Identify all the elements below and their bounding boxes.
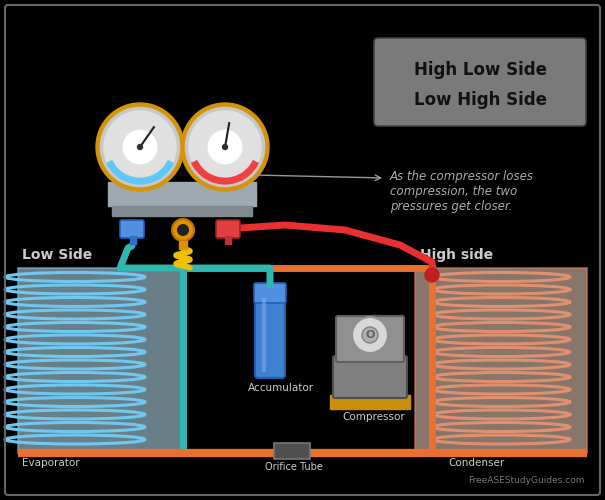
Text: Low High Side: Low High Side bbox=[413, 91, 546, 109]
Circle shape bbox=[189, 111, 261, 183]
Circle shape bbox=[172, 219, 194, 241]
Bar bbox=[274, 443, 310, 459]
Circle shape bbox=[96, 103, 184, 191]
Circle shape bbox=[137, 144, 143, 150]
Circle shape bbox=[181, 103, 269, 191]
Bar bbox=[18, 268, 183, 453]
Text: Compressor: Compressor bbox=[342, 412, 405, 422]
Text: Orifice Tube: Orifice Tube bbox=[265, 462, 323, 472]
Text: High side: High side bbox=[420, 248, 493, 262]
Bar bbox=[225, 236, 231, 244]
FancyBboxPatch shape bbox=[336, 316, 404, 362]
Text: Condenser: Condenser bbox=[448, 458, 504, 468]
Circle shape bbox=[208, 130, 242, 164]
Text: Low Side: Low Side bbox=[22, 248, 92, 262]
Bar bbox=[112, 206, 252, 216]
Text: FreeASEStudyGuides.com: FreeASEStudyGuides.com bbox=[468, 476, 585, 485]
Circle shape bbox=[425, 268, 439, 282]
Circle shape bbox=[123, 130, 157, 164]
Text: As the compressor loses
compression, the two
pressures get closer.: As the compressor loses compression, the… bbox=[390, 170, 534, 213]
Circle shape bbox=[362, 327, 378, 343]
FancyBboxPatch shape bbox=[216, 220, 240, 238]
FancyBboxPatch shape bbox=[254, 283, 286, 303]
Text: Evaporator: Evaporator bbox=[22, 458, 80, 468]
Text: High Low Side: High Low Side bbox=[413, 61, 546, 79]
FancyBboxPatch shape bbox=[333, 356, 407, 398]
Circle shape bbox=[223, 144, 227, 150]
Circle shape bbox=[177, 224, 189, 236]
Bar bbox=[179, 241, 187, 249]
Circle shape bbox=[100, 108, 180, 186]
Circle shape bbox=[104, 111, 176, 183]
Bar bbox=[108, 182, 256, 206]
Bar bbox=[415, 268, 587, 453]
Circle shape bbox=[185, 108, 264, 186]
Circle shape bbox=[352, 317, 388, 353]
FancyBboxPatch shape bbox=[255, 292, 285, 378]
FancyBboxPatch shape bbox=[120, 220, 144, 238]
Text: O: O bbox=[365, 330, 374, 340]
Text: Accumulator: Accumulator bbox=[248, 383, 314, 393]
Bar bbox=[330, 395, 410, 409]
FancyBboxPatch shape bbox=[374, 38, 586, 126]
Bar bbox=[130, 236, 136, 244]
